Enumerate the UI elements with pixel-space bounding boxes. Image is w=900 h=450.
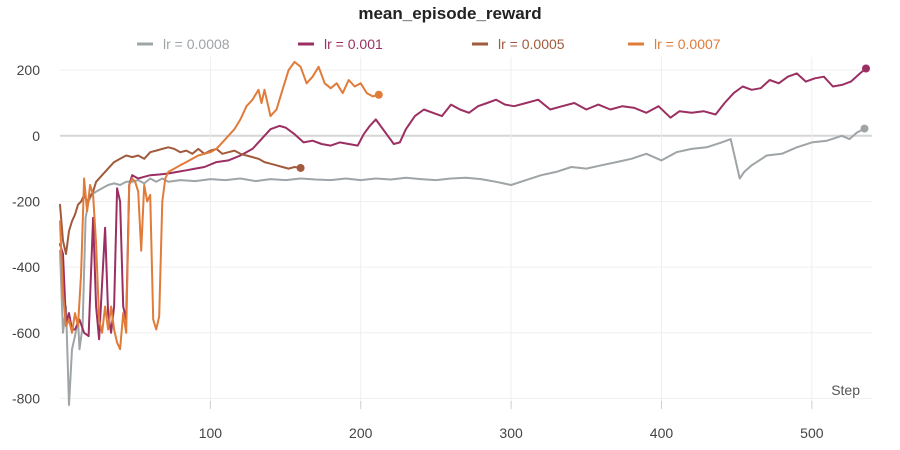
legend-label: lr = 0.0005 (498, 36, 565, 52)
chart-title: mean_episode_reward (358, 4, 541, 23)
series-line (59, 67, 867, 341)
series-end-point (861, 64, 870, 73)
legend-label: lr = 0.001 (324, 36, 383, 52)
series-end-point (860, 124, 869, 133)
series-line (59, 60, 380, 351)
series-lines (59, 60, 870, 406)
y-tick-label: -400 (12, 259, 40, 275)
grid-lines (60, 57, 872, 409)
x-tick-label: 100 (199, 425, 223, 441)
y-tick-label: -200 (12, 193, 40, 209)
y-tick-label: 0 (32, 128, 40, 144)
x-tick-label: 300 (499, 425, 523, 441)
legend: lr = 0.0008 lr = 0.001 lr = 0.0005 lr = 0.0… (137, 36, 721, 52)
legend-label: lr = 0.0008 (163, 36, 230, 52)
y-tick-label: -800 (12, 390, 40, 406)
x-tick-label: 200 (349, 425, 373, 441)
y-axis-tick-labels: 200 0 -200 -400 -600 -800 (12, 62, 40, 406)
x-tick-label: 500 (800, 425, 824, 441)
y-tick-label: 200 (17, 62, 41, 78)
series-line (59, 127, 866, 406)
x-tick-label: 400 (650, 425, 674, 441)
legend-label: lr = 0.0007 (654, 36, 721, 52)
x-axis-label: Step (831, 382, 860, 398)
x-axis-tick-labels: 100 200 300 400 500 (199, 425, 824, 441)
series-end-point (374, 90, 383, 99)
y-tick-label: -600 (12, 325, 40, 341)
series-end-point (296, 163, 305, 172)
